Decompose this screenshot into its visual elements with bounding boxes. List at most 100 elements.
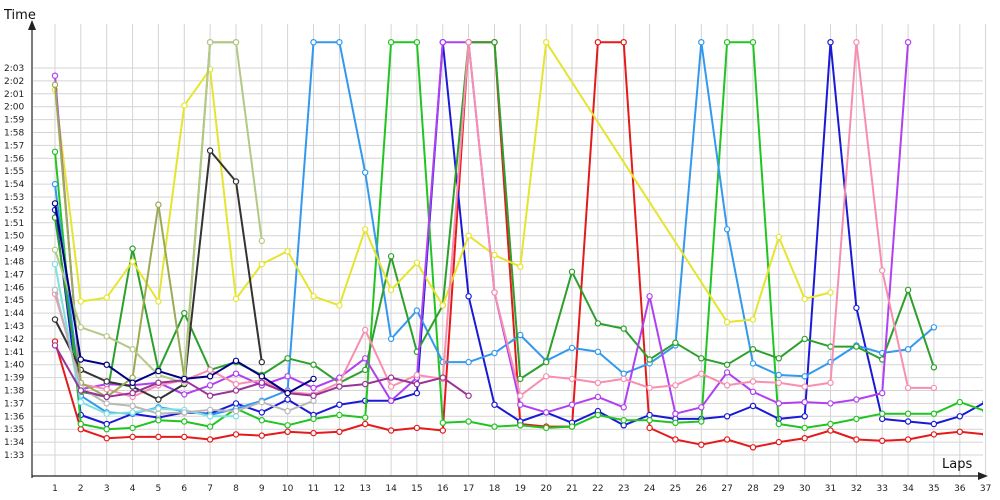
data-point <box>698 404 705 411</box>
data-point <box>387 39 395 46</box>
data-point <box>362 414 369 421</box>
data-point <box>646 411 653 419</box>
y-tick-label: 2:00 <box>4 103 24 113</box>
x-tick-label: 21 <box>566 484 577 494</box>
x-tick-label: 35 <box>928 484 939 494</box>
data-point <box>956 398 964 406</box>
y-tick-label: 1:33 <box>4 451 24 461</box>
data-point <box>904 410 912 417</box>
data-point <box>853 304 860 312</box>
data-point <box>413 259 421 266</box>
data-point <box>827 39 834 46</box>
data-point <box>853 415 860 423</box>
data-point <box>827 289 834 296</box>
data-point <box>206 39 214 46</box>
data-point <box>310 429 317 437</box>
x-tick-label: 31 <box>825 484 836 494</box>
data-point <box>258 260 265 268</box>
x-tick-label: 17 <box>463 484 474 494</box>
x-tick-label: 27 <box>721 484 732 494</box>
data-point <box>155 201 162 208</box>
data-point <box>155 298 162 305</box>
data-point <box>51 246 59 254</box>
data-point <box>155 379 162 386</box>
data-point <box>620 404 627 411</box>
data-point <box>904 418 912 425</box>
data-point <box>336 401 343 408</box>
data-point <box>387 374 395 381</box>
data-point <box>723 369 731 376</box>
y-tick-label: 1:51 <box>4 219 24 229</box>
y-axis-arrow <box>28 20 36 30</box>
series-13 <box>51 286 317 417</box>
data-point <box>646 424 653 432</box>
data-point <box>310 415 317 423</box>
data-point <box>155 417 162 424</box>
data-point <box>129 258 136 265</box>
data-point <box>155 367 162 375</box>
data-point <box>672 436 679 443</box>
data-point <box>517 375 524 383</box>
data-point <box>594 411 602 419</box>
x-tick-label: 15 <box>411 484 422 494</box>
x-tick-label: 37 <box>980 484 991 494</box>
x-tick-label: 3 <box>104 484 110 494</box>
data-point <box>672 410 679 417</box>
data-point <box>181 375 188 383</box>
x-tick-label: 18 <box>489 484 501 494</box>
data-point <box>465 293 472 300</box>
x-tick-label: 1 <box>52 484 58 494</box>
series-14 <box>51 342 472 401</box>
data-point <box>206 366 214 374</box>
data-point <box>930 384 938 392</box>
data-point <box>206 382 214 389</box>
y-tick-label: 1:42 <box>4 335 24 345</box>
data-point <box>51 72 59 79</box>
data-point <box>775 438 783 446</box>
x-tick-label: 13 <box>359 484 370 494</box>
data-point <box>181 409 188 416</box>
data-point <box>387 427 395 434</box>
data-point <box>103 361 110 368</box>
x-tick-label: 26 <box>696 484 708 494</box>
data-point <box>801 335 808 343</box>
y-tick-label: 1:46 <box>4 283 24 293</box>
data-point <box>439 374 446 381</box>
y-tick-label: 2:03 <box>4 64 24 74</box>
data-point <box>801 435 808 442</box>
data-point <box>103 435 110 442</box>
data-point <box>51 81 59 89</box>
data-point <box>853 343 860 350</box>
data-point <box>930 324 938 331</box>
x-axis-arrow <box>978 472 988 480</box>
data-point <box>387 253 395 260</box>
data-point <box>181 102 188 109</box>
data-point <box>336 411 343 419</box>
data-point <box>77 426 85 433</box>
series-3 <box>51 39 983 433</box>
grid <box>33 24 987 476</box>
data-point <box>284 422 291 429</box>
y-tick-label: 1:43 <box>4 322 24 332</box>
data-point <box>387 397 395 404</box>
data-point <box>413 307 421 314</box>
data-point <box>594 393 602 401</box>
data-point <box>51 260 59 268</box>
data-point <box>258 358 265 366</box>
x-tick-label: 16 <box>437 484 449 494</box>
data-point <box>387 383 395 390</box>
data-point <box>51 148 59 155</box>
data-point <box>439 39 446 46</box>
data-point <box>568 268 576 275</box>
data-point <box>232 380 240 388</box>
data-point <box>749 39 757 46</box>
y-tick-label: 1:48 <box>4 258 24 268</box>
data-point <box>568 401 576 408</box>
data-point <box>904 346 912 353</box>
x-tick-label: 11 <box>308 484 319 494</box>
data-point <box>258 373 265 380</box>
x-tick-label: 24 <box>644 484 656 494</box>
data-point <box>387 286 395 294</box>
data-point <box>749 388 757 395</box>
data-point <box>620 417 627 424</box>
